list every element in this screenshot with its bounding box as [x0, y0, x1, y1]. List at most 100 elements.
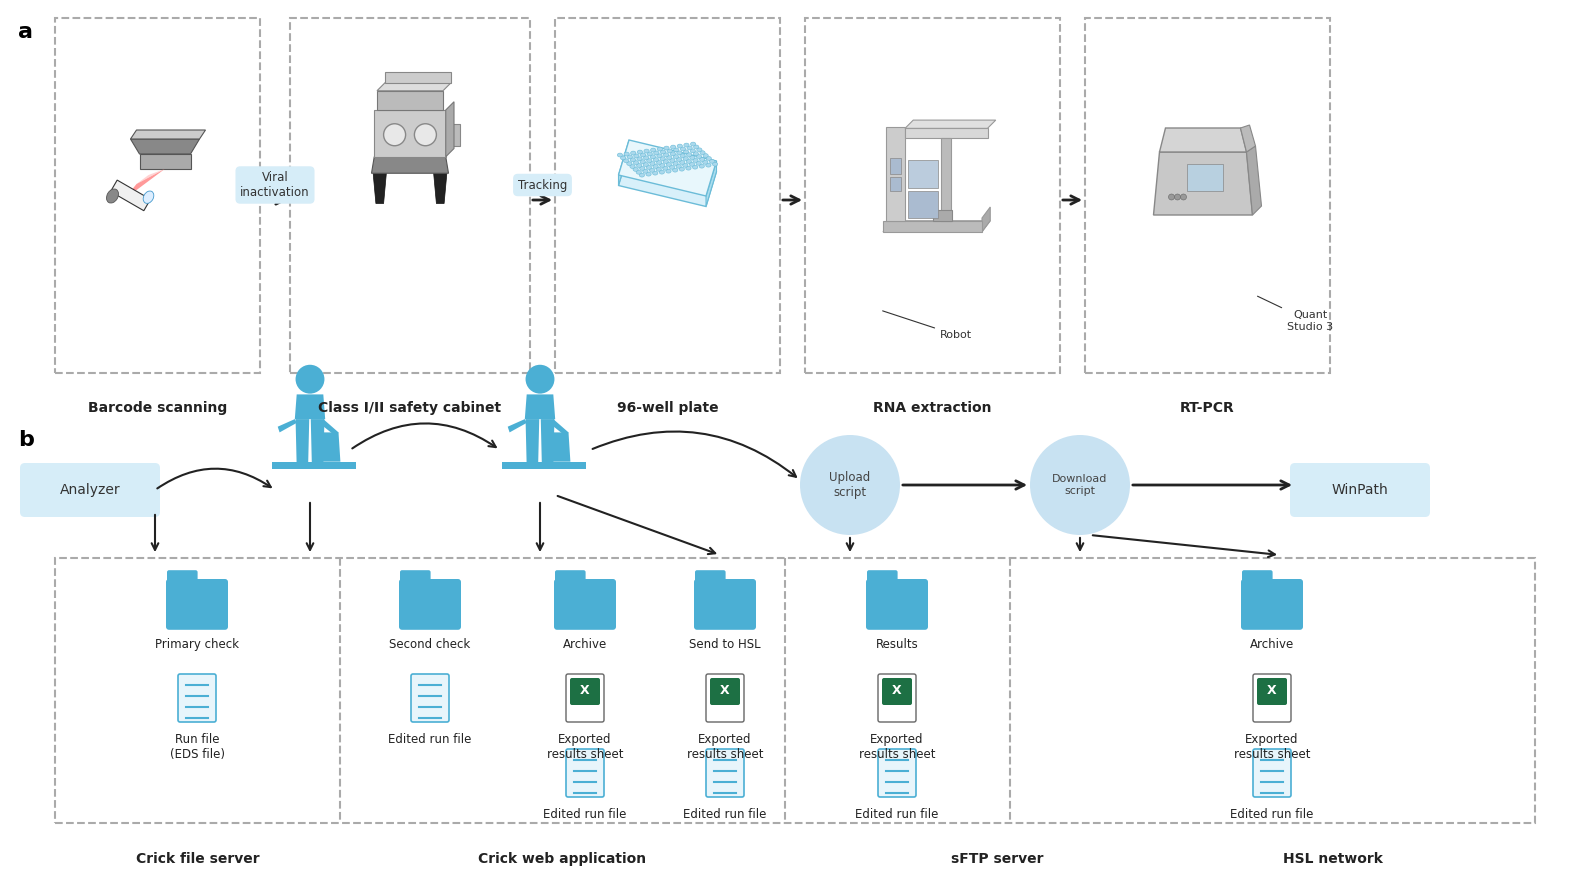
Ellipse shape [699, 158, 705, 161]
Polygon shape [314, 433, 340, 462]
Ellipse shape [646, 152, 653, 156]
Ellipse shape [673, 161, 678, 166]
FancyBboxPatch shape [881, 678, 912, 705]
FancyBboxPatch shape [178, 674, 216, 722]
Ellipse shape [624, 159, 629, 163]
Text: Tracking: Tracking [518, 179, 567, 192]
Ellipse shape [654, 151, 659, 155]
Text: Quant
Studio 3: Quant Studio 3 [1258, 296, 1332, 332]
Text: 96-well plate: 96-well plate [616, 401, 718, 415]
Ellipse shape [649, 168, 654, 173]
Ellipse shape [659, 170, 664, 174]
Polygon shape [140, 154, 191, 169]
Polygon shape [526, 419, 540, 467]
Ellipse shape [673, 155, 678, 159]
Ellipse shape [676, 151, 683, 155]
Ellipse shape [684, 143, 689, 147]
Ellipse shape [624, 152, 629, 156]
Text: Exported
results sheet: Exported results sheet [1234, 733, 1310, 761]
Text: Viral
inactivation: Viral inactivation [240, 171, 310, 199]
FancyBboxPatch shape [411, 674, 449, 722]
FancyBboxPatch shape [710, 678, 740, 705]
Ellipse shape [696, 161, 702, 166]
Ellipse shape [634, 160, 638, 165]
Ellipse shape [680, 147, 686, 151]
Ellipse shape [657, 147, 662, 151]
Bar [56, 18, 260, 373]
Ellipse shape [670, 166, 675, 169]
Circle shape [1031, 435, 1131, 535]
Polygon shape [543, 433, 570, 462]
Text: Exported
results sheet: Exported results sheet [859, 733, 935, 761]
Text: Exported
results sheet: Exported results sheet [546, 733, 622, 761]
Bar [375, 110, 446, 157]
Text: X: X [892, 684, 902, 697]
Ellipse shape [702, 160, 708, 164]
Text: Archive: Archive [1250, 638, 1294, 651]
Text: Edited run file: Edited run file [1231, 808, 1313, 821]
Ellipse shape [686, 166, 691, 170]
Polygon shape [618, 151, 716, 207]
Bar [446, 124, 459, 145]
Ellipse shape [657, 154, 662, 158]
Circle shape [526, 364, 554, 393]
FancyBboxPatch shape [1253, 674, 1291, 722]
FancyBboxPatch shape [554, 570, 586, 585]
Ellipse shape [676, 145, 683, 148]
Bar [111, 180, 151, 211]
Ellipse shape [673, 168, 678, 172]
Text: Download
script: Download script [1053, 474, 1108, 496]
Polygon shape [278, 419, 297, 433]
FancyBboxPatch shape [554, 579, 616, 630]
Text: Exported
results sheet: Exported results sheet [686, 733, 764, 761]
Ellipse shape [653, 158, 659, 161]
Circle shape [414, 124, 437, 145]
Ellipse shape [703, 153, 708, 158]
FancyBboxPatch shape [399, 579, 461, 630]
Circle shape [800, 435, 900, 535]
Ellipse shape [646, 159, 653, 163]
Bar [905, 129, 988, 138]
Bar [291, 18, 530, 373]
Ellipse shape [680, 167, 684, 171]
Ellipse shape [618, 153, 622, 157]
Ellipse shape [683, 157, 688, 160]
Bar [56, 558, 1536, 823]
Polygon shape [618, 140, 629, 186]
Ellipse shape [686, 159, 691, 163]
Circle shape [1169, 194, 1175, 200]
Ellipse shape [683, 150, 689, 153]
Polygon shape [905, 120, 996, 129]
Bar [932, 209, 951, 221]
Bar [883, 221, 981, 232]
Ellipse shape [630, 158, 635, 162]
Polygon shape [321, 419, 338, 437]
Polygon shape [376, 82, 451, 91]
FancyBboxPatch shape [1289, 463, 1431, 517]
Ellipse shape [664, 159, 669, 164]
Bar [376, 91, 443, 110]
Ellipse shape [662, 166, 669, 170]
FancyBboxPatch shape [1258, 678, 1286, 705]
Circle shape [295, 364, 324, 393]
Ellipse shape [649, 155, 656, 159]
Ellipse shape [627, 155, 632, 159]
Polygon shape [1159, 128, 1247, 152]
Polygon shape [311, 419, 324, 467]
Bar [940, 138, 951, 221]
Bar [886, 127, 905, 221]
Bar [272, 462, 356, 469]
Polygon shape [508, 419, 527, 433]
Polygon shape [130, 139, 200, 154]
Ellipse shape [664, 153, 669, 157]
Ellipse shape [692, 159, 699, 162]
Ellipse shape [710, 159, 715, 163]
Ellipse shape [689, 156, 696, 159]
FancyBboxPatch shape [565, 674, 603, 722]
Polygon shape [137, 169, 165, 184]
Polygon shape [1153, 152, 1253, 215]
FancyBboxPatch shape [878, 749, 916, 797]
Polygon shape [373, 173, 386, 203]
Text: Send to HSL: Send to HSL [689, 638, 761, 651]
Ellipse shape [646, 173, 651, 176]
